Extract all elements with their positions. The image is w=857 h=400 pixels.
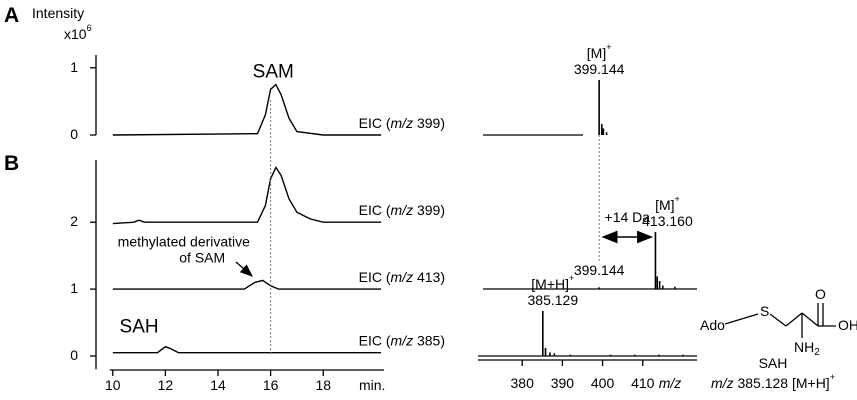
peak-label-text: [M] [655, 197, 674, 213]
x-tick-label: 380 [511, 375, 535, 391]
peak-label-sup: + [569, 273, 574, 283]
x-tick-label: 18 [315, 377, 331, 393]
peak-value-label: 413.160 [642, 213, 693, 229]
peak-label: [M+H]+ [531, 273, 574, 291]
trace [112, 165, 382, 225]
x-tick-label: 400 [591, 375, 615, 391]
atom-subscript: 2 [814, 347, 820, 358]
peak-label-sup: + [606, 42, 611, 52]
atom-label: NH2 [794, 339, 820, 358]
y-tick-label: 1 [70, 280, 78, 296]
y-tick-label: 2 [70, 213, 78, 229]
x-tick-label: 410 [631, 375, 655, 391]
x-tick-label: 14 [210, 377, 226, 393]
x-axis-label: m/z [659, 375, 682, 391]
y-axis-label: Intensity [32, 5, 84, 21]
x-tick-label: 16 [263, 377, 279, 393]
x-tick-label: 12 [158, 377, 174, 393]
trace-label: EIC (m/z 385) [359, 332, 445, 348]
peak-label: [M]+ [587, 42, 612, 60]
atom-label: Ado [700, 317, 725, 333]
annotation: methylated derivative [118, 233, 251, 249]
atom-label: O [815, 286, 826, 302]
trace-label: EIC (m/z 413) [359, 269, 445, 285]
caption-text: 385.128 [M+H] [734, 375, 830, 391]
panel-label: A [4, 4, 19, 27]
caption-sup: + [830, 372, 835, 382]
peak-label-text: [M+H] [531, 276, 569, 292]
y-tick-label: 0 [70, 126, 78, 142]
x-axis-label: min. [359, 377, 385, 393]
trace [112, 279, 382, 290]
trace-label: EIC (m/z 399) [359, 115, 445, 131]
shift-label: +14 Da [605, 209, 651, 225]
panel-label: B [4, 152, 19, 175]
annotation: SAH [120, 316, 159, 337]
peak-value-label: 385.129 [528, 292, 579, 308]
y-tick-label: 1 [70, 58, 78, 74]
trace [112, 83, 382, 136]
peak-value-label: 399.144 [574, 262, 625, 278]
peak-label: [M]+ [655, 194, 680, 212]
trace [112, 345, 382, 354]
structure-caption: m/z 385.128 [M+H]+ [711, 372, 835, 390]
atom-label: OH [838, 317, 857, 333]
y-tick-label: 0 [70, 347, 78, 363]
annotation-arrow [235, 261, 253, 277]
x-tick-label: 10 [105, 377, 121, 393]
trace-label: EIC (m/z 399) [359, 202, 445, 218]
atom-text: NH [794, 339, 814, 355]
annotation: of SAM [179, 249, 225, 265]
unit-exponent: 6 [87, 23, 92, 33]
annotation: SAM [253, 61, 294, 82]
peak-label-sup: + [675, 194, 680, 204]
structure-bonds [724, 303, 836, 338]
structure-name: SAH [759, 355, 788, 371]
peak-value-label: 399.144 [574, 61, 625, 77]
x-tick-label: 390 [551, 375, 575, 391]
y-axis-unit: x106 [64, 23, 92, 41]
caption-prefix: m/z [711, 375, 734, 391]
peak-label-text: [M] [587, 45, 606, 61]
atom-label: S [760, 303, 769, 319]
unit-text: x10 [64, 26, 87, 42]
